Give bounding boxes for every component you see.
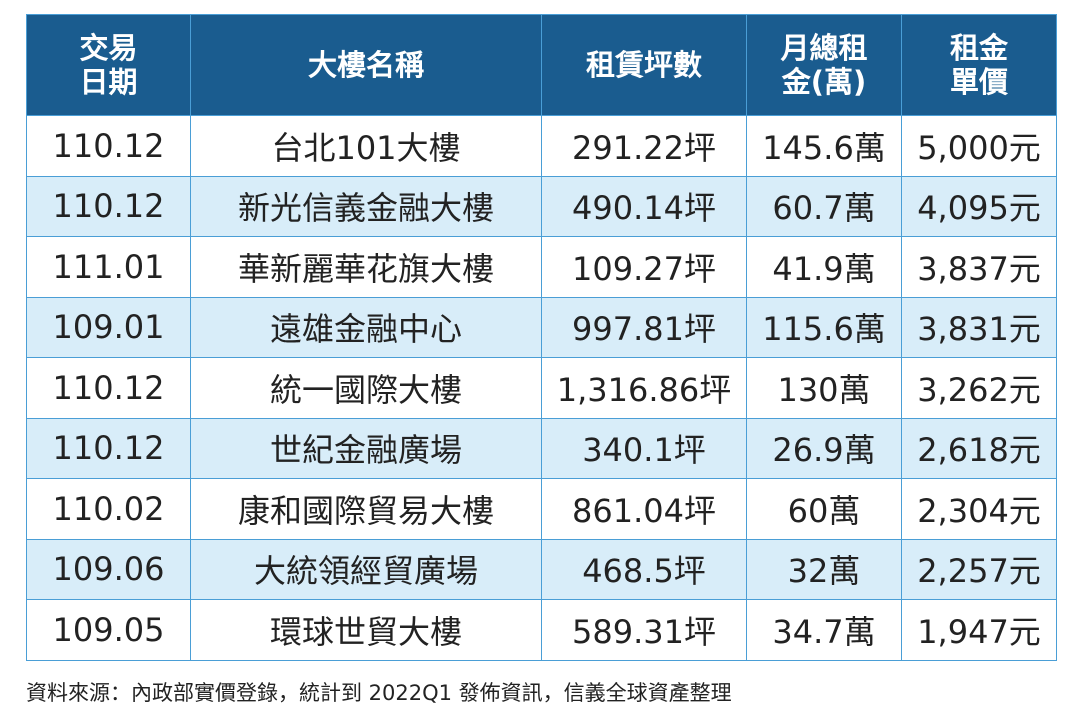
header-building: 大樓名稱	[190, 14, 542, 116]
cell-date: 110.12	[26, 115, 191, 177]
cell-unit-price: 4,095元	[901, 175, 1057, 237]
cell-area: 861.04坪	[541, 478, 747, 540]
table-header-row: 交易 日期 大樓名稱 租賃坪數 月總租 金(萬) 租金 單價	[26, 14, 1057, 116]
cell-date: 109.06	[26, 538, 191, 600]
cell-monthly-rent: 60萬	[746, 478, 902, 540]
cell-unit-price: 2,618元	[901, 417, 1057, 479]
cell-monthly-rent: 130萬	[746, 357, 902, 419]
table-row: 109.06 大統領經貿廣場 468.5坪 32萬 2,257元	[26, 538, 1057, 600]
table-row: 110.12 統一國際大樓 1,316.86坪 130萬 3,262元	[26, 357, 1057, 419]
rent-table: 交易 日期 大樓名稱 租賃坪數 月總租 金(萬) 租金 單價	[26, 14, 1057, 661]
cell-area: 340.1坪	[541, 417, 747, 479]
cell-monthly-rent: 34.7萬	[746, 599, 902, 661]
cell-date: 110.12	[26, 357, 191, 419]
cell-monthly-rent: 115.6萬	[746, 296, 902, 358]
cell-monthly-rent: 145.6萬	[746, 115, 902, 177]
cell-date: 109.05	[26, 599, 191, 661]
cell-area: 468.5坪	[541, 538, 747, 600]
table-row: 110.12 世紀金融廣場 340.1坪 26.9萬 2,618元	[26, 417, 1057, 479]
cell-unit-price: 3,262元	[901, 357, 1057, 419]
cell-area: 589.31坪	[541, 599, 747, 661]
cell-area: 997.81坪	[541, 296, 747, 358]
table-row: 111.01 華新麗華花旗大樓 109.27坪 41.9萬 3,837元	[26, 236, 1057, 298]
cell-unit-price: 3,831元	[901, 296, 1057, 358]
cell-monthly-rent: 32萬	[746, 538, 902, 600]
table-row: 110.02 康和國際貿易大樓 861.04坪 60萬 2,304元	[26, 478, 1057, 540]
cell-unit-price: 3,837元	[901, 236, 1057, 298]
cell-building: 統一國際大樓	[190, 357, 542, 419]
cell-area: 1,316.86坪	[541, 357, 747, 419]
cell-date: 110.02	[26, 478, 191, 540]
header-area: 租賃坪數	[541, 14, 747, 116]
cell-unit-price: 1,947元	[901, 599, 1057, 661]
cell-building: 康和國際貿易大樓	[190, 478, 542, 540]
table-row: 110.12 台北101大樓 291.22坪 145.6萬 5,000元	[26, 115, 1057, 177]
table-row: 110.12 新光信義金融大樓 490.14坪 60.7萬 4,095元	[26, 175, 1057, 237]
cell-building: 環球世貿大樓	[190, 599, 542, 661]
cell-building: 台北101大樓	[190, 115, 542, 177]
rent-table-container: 交易 日期 大樓名稱 租賃坪數 月總租 金(萬) 租金 單價	[26, 14, 1057, 661]
cell-building: 大統領經貿廣場	[190, 538, 542, 600]
header-monthly-rent: 月總租 金(萬)	[746, 14, 902, 116]
table-row: 109.05 環球世貿大樓 589.31坪 34.7萬 1,947元	[26, 599, 1057, 661]
cell-unit-price: 2,257元	[901, 538, 1057, 600]
table-row: 109.01 遠雄金融中心 997.81坪 115.6萬 3,831元	[26, 296, 1057, 358]
header-date: 交易 日期	[26, 14, 191, 116]
cell-area: 109.27坪	[541, 236, 747, 298]
cell-date: 111.01	[26, 236, 191, 298]
cell-monthly-rent: 60.7萬	[746, 175, 902, 237]
cell-building: 遠雄金融中心	[190, 296, 542, 358]
cell-building: 華新麗華花旗大樓	[190, 236, 542, 298]
cell-monthly-rent: 41.9萬	[746, 236, 902, 298]
cell-building: 世紀金融廣場	[190, 417, 542, 479]
source-note: 資料來源：內政部實價登錄，統計到 2022Q1 發佈資訊，信義全球資產整理	[26, 681, 732, 705]
cell-date: 109.01	[26, 296, 191, 358]
cell-monthly-rent: 26.9萬	[746, 417, 902, 479]
cell-unit-price: 5,000元	[901, 115, 1057, 177]
cell-date: 110.12	[26, 175, 191, 237]
cell-unit-price: 2,304元	[901, 478, 1057, 540]
header-unit-price: 租金 單價	[901, 14, 1057, 116]
cell-date: 110.12	[26, 417, 191, 479]
cell-building: 新光信義金融大樓	[190, 175, 542, 237]
cell-area: 291.22坪	[541, 115, 747, 177]
cell-area: 490.14坪	[541, 175, 747, 237]
